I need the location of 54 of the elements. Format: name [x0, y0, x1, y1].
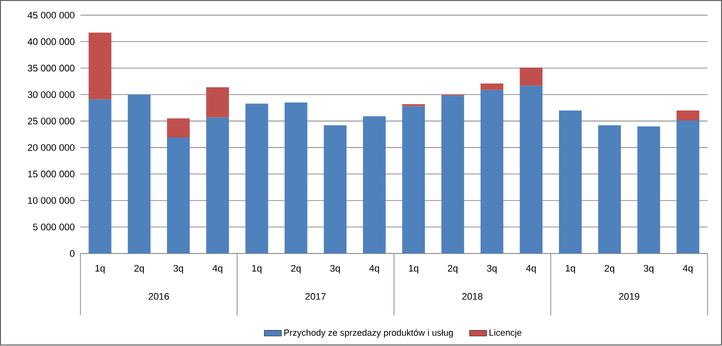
bar	[167, 138, 190, 254]
bar	[676, 120, 700, 254]
y-tick-label: 30 000 000	[28, 91, 74, 98]
bar	[362, 116, 386, 254]
bar	[167, 118, 190, 138]
y-tick-label: 0	[70, 250, 74, 258]
bar	[520, 86, 543, 254]
x-tick-label: 3q	[644, 265, 654, 274]
x-tick-label: 3q	[487, 265, 497, 274]
x-tick-label: 1q	[566, 265, 575, 274]
x-tick-label: 4q	[682, 265, 693, 274]
text: 2016	[148, 293, 169, 300]
bar	[520, 68, 543, 86]
x-tick-label: 1q	[252, 265, 262, 274]
bar	[637, 126, 660, 254]
x-tick-label: 2q	[291, 265, 301, 274]
x-tick-label: 2q	[604, 265, 614, 274]
y-tick-label: 40 000 000	[28, 38, 74, 46]
x-tick-label: 2q	[134, 265, 144, 274]
bar	[480, 84, 504, 90]
y-tick-label: 25 000 000	[28, 118, 74, 125]
bar	[128, 94, 151, 254]
bar	[441, 96, 464, 254]
bar	[245, 104, 268, 254]
bar	[324, 126, 347, 254]
bar	[676, 110, 700, 121]
text: 2019	[619, 293, 640, 300]
legend-label: Licencje	[490, 329, 522, 338]
y-tick-label: 20 000 000	[28, 144, 74, 152]
bar	[206, 118, 229, 254]
y-tick-label: 45 000 000	[28, 12, 74, 19]
y-tick-label: 10 000 000	[28, 197, 74, 204]
y-tick-label: 5 000 000	[33, 224, 74, 231]
text: 2018	[462, 293, 482, 300]
x-tick-label: 4q	[212, 265, 222, 274]
text: 2017	[305, 293, 326, 300]
bar	[284, 102, 308, 254]
x-tick-label: 3q	[173, 265, 184, 274]
bar	[480, 90, 504, 254]
bar	[402, 106, 425, 254]
bar	[88, 100, 112, 254]
x-tick-label: 4q	[526, 265, 536, 274]
bar	[598, 126, 621, 254]
bar	[558, 110, 582, 254]
y-tick-label: 15 000 000	[28, 170, 74, 178]
bar	[206, 87, 229, 118]
x-tick-label: 1q	[409, 265, 418, 274]
x-tick-label: 3q	[330, 265, 340, 274]
y-tick-label: 35 000 000	[28, 65, 74, 72]
x-tick-label: 2q	[448, 265, 458, 274]
x-tick-label: 4q	[369, 265, 380, 274]
bar	[88, 32, 112, 100]
x-tick-label: 1q	[95, 265, 105, 274]
legend-label: Przychody ze sprzedazy produktów i usług	[284, 329, 453, 338]
